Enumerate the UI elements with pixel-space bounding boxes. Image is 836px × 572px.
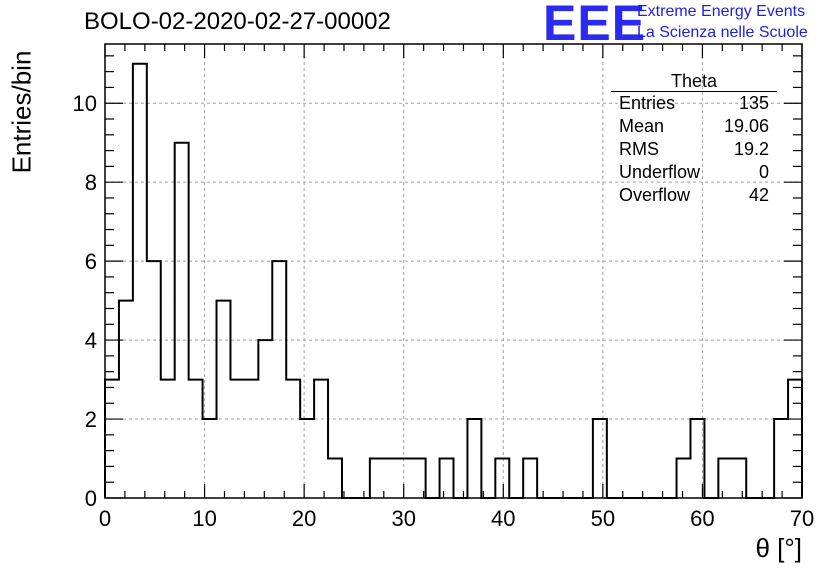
x-tick-label: 30 xyxy=(391,506,415,531)
plot-frame xyxy=(104,43,803,499)
y-tick-label: 6 xyxy=(85,249,97,274)
histogram-bin xyxy=(370,459,384,498)
x-tick-label: 50 xyxy=(591,506,615,531)
stats-row-mean: Mean 19.06 xyxy=(611,115,777,138)
histogram-bin xyxy=(133,64,147,498)
eee-logo-mark: EEE xyxy=(543,0,647,51)
histogram-bin xyxy=(398,459,412,498)
histogram-bin xyxy=(119,301,133,498)
x-tick-label: 60 xyxy=(690,506,714,531)
stats-box: Theta Entries 135 Mean 19.06 RMS 19.2 Underflo… xyxy=(611,71,777,207)
chart-title: BOLO-02-2020-02-27-00002 xyxy=(84,8,391,35)
histogram-bin xyxy=(384,459,398,498)
histogram-bin xyxy=(300,419,314,498)
histogram-bin xyxy=(161,380,175,498)
histogram-bin xyxy=(440,459,454,498)
stats-row-overflow: Overflow 42 xyxy=(611,184,777,207)
histogram-bin xyxy=(272,261,286,498)
histogram-bin xyxy=(328,459,342,498)
x-axis-label: θ [°] xyxy=(755,533,802,563)
y-tick-label: 0 xyxy=(85,486,97,511)
stats-label: Underflow xyxy=(619,162,701,182)
x-tick-label: 40 xyxy=(491,506,515,531)
histogram-bin xyxy=(467,419,481,498)
eee-logo-line2: La Scienza nelle Scuole xyxy=(637,24,808,41)
histogram-bin xyxy=(788,380,802,498)
stats-row-entries: Entries 135 xyxy=(611,92,777,115)
y-tick-label: 10 xyxy=(73,91,97,116)
axes xyxy=(104,43,803,499)
histogram-bin xyxy=(175,143,189,498)
stats-value: 135 xyxy=(738,93,769,113)
stats-value: 0 xyxy=(758,162,769,182)
histogram-bin xyxy=(147,261,161,498)
eee-logo-line1: Extreme Energy Events xyxy=(637,3,806,20)
histogram-bin xyxy=(244,380,258,498)
histogram-bin xyxy=(258,340,272,498)
stats-value: 42 xyxy=(748,185,769,205)
grid-lines xyxy=(105,44,802,498)
x-tick-label: 70 xyxy=(790,506,814,531)
y-tick-label: 2 xyxy=(85,407,97,432)
tick-labels: 0 10 20 30 40 50 60 70 0 2 4 6 8 10 xyxy=(73,91,815,531)
stats-label: Entries xyxy=(619,93,676,113)
histogram-bin xyxy=(593,419,607,498)
x-tick-label: 0 xyxy=(99,506,111,531)
stats-row-rms: RMS 19.2 xyxy=(611,138,777,161)
histogram-bin xyxy=(217,301,231,498)
x-tick-label: 10 xyxy=(192,506,216,531)
stats-label: Mean xyxy=(619,116,665,136)
histogram-bin xyxy=(105,380,119,498)
histogram-bin xyxy=(286,380,300,498)
stats-row-underflow: Underflow 0 xyxy=(611,161,777,184)
histogram-bin xyxy=(677,459,691,498)
stats-label: Overflow xyxy=(619,185,691,205)
y-tick-label: 4 xyxy=(85,328,97,353)
stats-value: 19.06 xyxy=(723,116,769,136)
histogram-bars xyxy=(104,62,803,499)
histogram-bin xyxy=(732,459,746,498)
histogram-outline xyxy=(104,62,803,499)
y-tick-label: 8 xyxy=(85,170,97,195)
histogram-bin xyxy=(230,380,244,498)
histogram-bin xyxy=(774,419,788,498)
histogram-bin xyxy=(523,459,537,498)
histogram-bin xyxy=(314,380,328,498)
histogram-bin xyxy=(189,380,203,498)
stats-title: Theta xyxy=(611,71,777,92)
stats-value: 19.2 xyxy=(733,139,769,159)
stats-label: RMS xyxy=(619,139,659,159)
histogram-bin xyxy=(718,459,732,498)
histogram-bin xyxy=(495,459,509,498)
x-tick-label: 20 xyxy=(292,506,316,531)
